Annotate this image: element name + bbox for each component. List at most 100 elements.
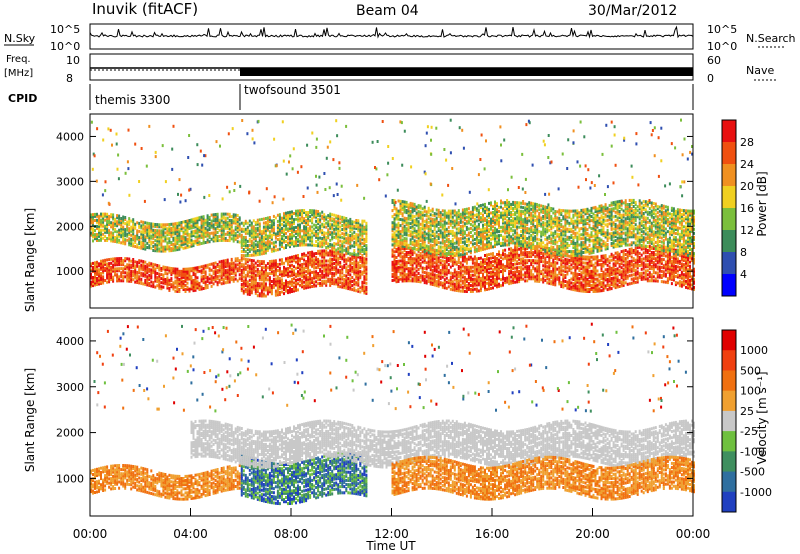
heatmap-cell bbox=[335, 254, 338, 258]
heatmap-cell bbox=[479, 276, 482, 280]
heatmap-cell bbox=[303, 280, 306, 284]
heatmap-cell bbox=[268, 232, 271, 236]
heatmap-cell bbox=[463, 259, 466, 263]
heatmap-cell bbox=[226, 268, 229, 272]
heatmap-cell bbox=[238, 222, 241, 226]
heatmap-cell bbox=[262, 266, 265, 270]
heatmap-cell bbox=[202, 237, 205, 241]
heatmap-cell bbox=[303, 241, 306, 245]
heatmap-cell bbox=[218, 264, 221, 268]
heatmap-cell bbox=[425, 275, 428, 279]
heatmap-cell bbox=[329, 251, 332, 255]
heatmap-cell bbox=[351, 252, 354, 256]
heatmap-cell bbox=[355, 269, 358, 272]
heatmap-cell bbox=[550, 272, 553, 276]
heatmap-cell bbox=[108, 217, 111, 220]
heatmap-cell bbox=[126, 238, 129, 242]
heatmap-cell bbox=[558, 276, 561, 280]
heatmap-cell bbox=[554, 263, 557, 267]
heatmap-cell bbox=[158, 284, 161, 288]
heatmap-cell bbox=[134, 264, 137, 268]
heatmap-cell bbox=[140, 236, 143, 240]
heatmap-cell bbox=[484, 262, 486, 265]
heatmap-cell bbox=[238, 265, 241, 269]
heatmap-cell bbox=[228, 262, 231, 266]
heatmap-cell bbox=[291, 226, 293, 230]
heatmap-cell bbox=[319, 251, 322, 255]
heatmap-cell bbox=[90, 274, 92, 278]
heatmap-cell bbox=[258, 262, 261, 265]
heatmap-cell bbox=[343, 284, 346, 288]
heatmap-cell bbox=[568, 268, 571, 272]
heatmap-cell bbox=[341, 257, 344, 261]
heatmap-cell bbox=[248, 258, 251, 262]
heatmap-cell bbox=[333, 249, 336, 253]
heatmap-cell bbox=[96, 226, 98, 230]
heatmap-cell bbox=[206, 277, 209, 281]
heatmap-cell bbox=[656, 279, 659, 283]
heatmap-cell bbox=[295, 240, 297, 243]
heatmap-cell bbox=[144, 274, 147, 278]
heatmap-cell bbox=[323, 269, 326, 273]
heatmap-cell bbox=[520, 277, 523, 281]
heatmap-cell bbox=[278, 225, 281, 229]
heatmap-cell bbox=[321, 224, 324, 228]
heatmap-cell bbox=[365, 227, 368, 231]
heatmap-cell bbox=[150, 246, 153, 250]
heatmap-cell bbox=[421, 256, 424, 260]
heatmap-cell bbox=[144, 260, 147, 264]
heatmap-cell bbox=[108, 278, 111, 282]
nsky-tick-top-left: 10^5 bbox=[50, 23, 80, 36]
heatmap-cell bbox=[250, 259, 253, 262]
heatmap-cell bbox=[214, 265, 217, 269]
heatmap-cell bbox=[554, 279, 557, 283]
heatmap-cell bbox=[309, 269, 312, 273]
heatmap-cell bbox=[174, 222, 177, 226]
heatmap-cell bbox=[184, 240, 187, 244]
heatmap-cell bbox=[106, 274, 109, 278]
heatmap-cell bbox=[291, 288, 293, 291]
heatmap-cell bbox=[150, 270, 153, 274]
heatmap-cell bbox=[463, 271, 466, 275]
heatmap-cell bbox=[262, 278, 265, 282]
heatmap-cell bbox=[345, 225, 348, 228]
heatmap-cell bbox=[272, 223, 275, 226]
heatmap-cell bbox=[144, 266, 147, 270]
heatmap-cell bbox=[242, 291, 245, 295]
heatmap-cell bbox=[166, 243, 169, 247]
heatmap-cell bbox=[345, 278, 348, 282]
heatmap-cell bbox=[246, 252, 249, 256]
heatmap-cell bbox=[244, 265, 247, 269]
heatmap-cell bbox=[311, 262, 314, 266]
heatmap-cell bbox=[283, 282, 285, 285]
heatmap-cell bbox=[403, 279, 406, 283]
heatmap-cell bbox=[524, 273, 527, 277]
heatmap-cell bbox=[244, 246, 247, 249]
heatmap-cell bbox=[502, 265, 504, 269]
heatmap-cell bbox=[634, 268, 637, 272]
heatmap-cell bbox=[268, 282, 271, 286]
heatmap-cell bbox=[170, 249, 173, 253]
heatmap-cell bbox=[122, 277, 125, 281]
heatmap-cell bbox=[252, 263, 255, 267]
heatmap-cell bbox=[512, 275, 515, 279]
heatmap-cell bbox=[90, 284, 92, 288]
heatmap-cell bbox=[118, 267, 121, 271]
heatmap-cell bbox=[650, 251, 653, 254]
heatmap-cell bbox=[274, 281, 277, 285]
heatmap-cell bbox=[542, 268, 545, 272]
heatmap-cell bbox=[289, 216, 291, 220]
heatmap-cell bbox=[315, 211, 318, 215]
heatmap-cell bbox=[393, 256, 396, 260]
heatmap-cell bbox=[126, 226, 129, 230]
heatmap-cell bbox=[500, 255, 502, 259]
heatmap-cell bbox=[343, 265, 346, 269]
heatmap-cell bbox=[477, 281, 480, 285]
heatmap-cell bbox=[283, 265, 285, 269]
heatmap-cell bbox=[180, 286, 183, 289]
heatmap-cell bbox=[289, 214, 291, 218]
heatmap-cell bbox=[498, 272, 500, 276]
heatmap-cell bbox=[250, 279, 253, 283]
heatmap-cell bbox=[222, 261, 225, 265]
heatmap-cell bbox=[242, 269, 245, 273]
